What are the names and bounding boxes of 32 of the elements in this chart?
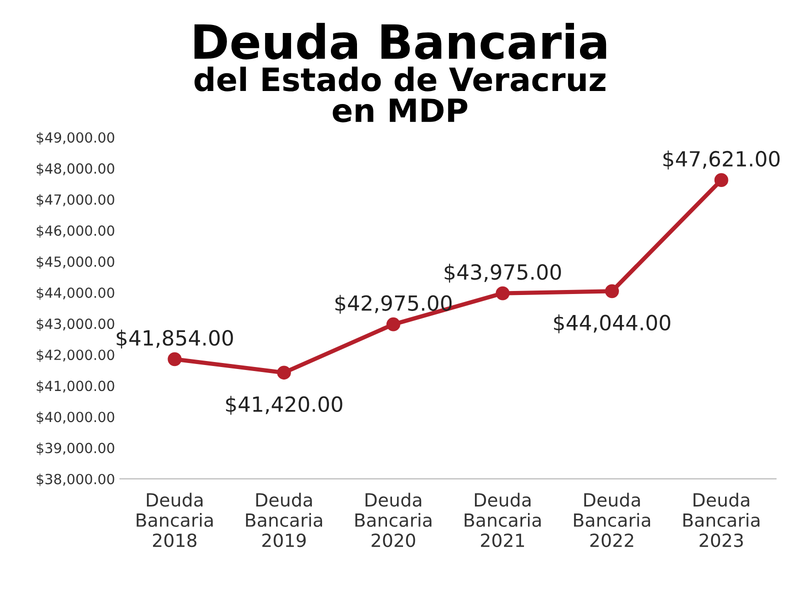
y-tick-label: $44,000.00: [36, 287, 114, 300]
data-label: $42,975.00: [335, 294, 452, 314]
data-label: $44,044.00: [554, 314, 670, 334]
point: [496, 286, 510, 300]
y-tick-label: $40,000.00: [36, 411, 114, 424]
point: [277, 366, 291, 380]
data-label: $43,975.00: [444, 264, 561, 283]
data-label: $41,420.00: [226, 396, 342, 415]
point: [386, 317, 400, 332]
x-tick-label: Deuda Bancaria 2020: [355, 492, 432, 548]
data-label: $47,621.00: [663, 150, 780, 170]
x-tick-label: Deuda Bancaria 2019: [246, 492, 322, 548]
y-tick-label: $43,000.00: [36, 318, 114, 331]
chart-subtitle: del Estado de Veracruz en MDP: [194, 66, 606, 122]
y-tick-label: $49,000.00: [36, 132, 114, 145]
y-tick-label: $39,000.00: [36, 442, 114, 456]
point: [168, 352, 182, 366]
x-tick-label: Deuda Bancaria 2023: [683, 492, 760, 548]
data-label: $41,854.00: [116, 330, 233, 349]
x-tick-label: Deuda Bancaria 2021: [464, 492, 541, 548]
x-tick-label: Deuda Bancaria 2018: [136, 492, 213, 548]
y-tick-label: $42,000.00: [36, 349, 114, 362]
x-tick-label: Deuda Bancaria 2022: [574, 492, 650, 548]
chart-title: Deuda Bancaria: [194, 22, 606, 60]
y-tick-label: $46,000.00: [36, 225, 114, 238]
point: [605, 284, 619, 298]
point: [714, 173, 728, 188]
y-tick-label: $45,000.00: [36, 256, 114, 269]
y-tick-label: $48,000.00: [36, 163, 114, 176]
y-tick-label: $41,000.00: [36, 380, 114, 394]
y-tick-label: $38,000.00: [36, 474, 114, 486]
y-tick-label: $47,000.00: [36, 194, 114, 207]
